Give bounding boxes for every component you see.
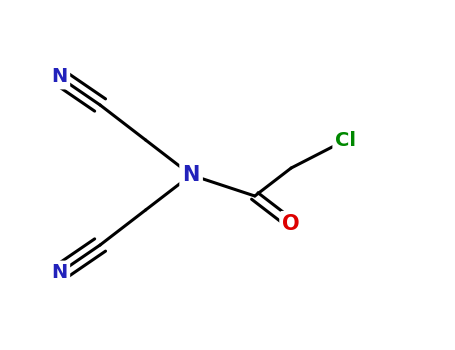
Text: O: O [283, 214, 300, 234]
Text: N: N [51, 68, 67, 86]
Text: Cl: Cl [335, 131, 356, 149]
Text: N: N [51, 264, 67, 282]
Text: N: N [182, 165, 200, 185]
